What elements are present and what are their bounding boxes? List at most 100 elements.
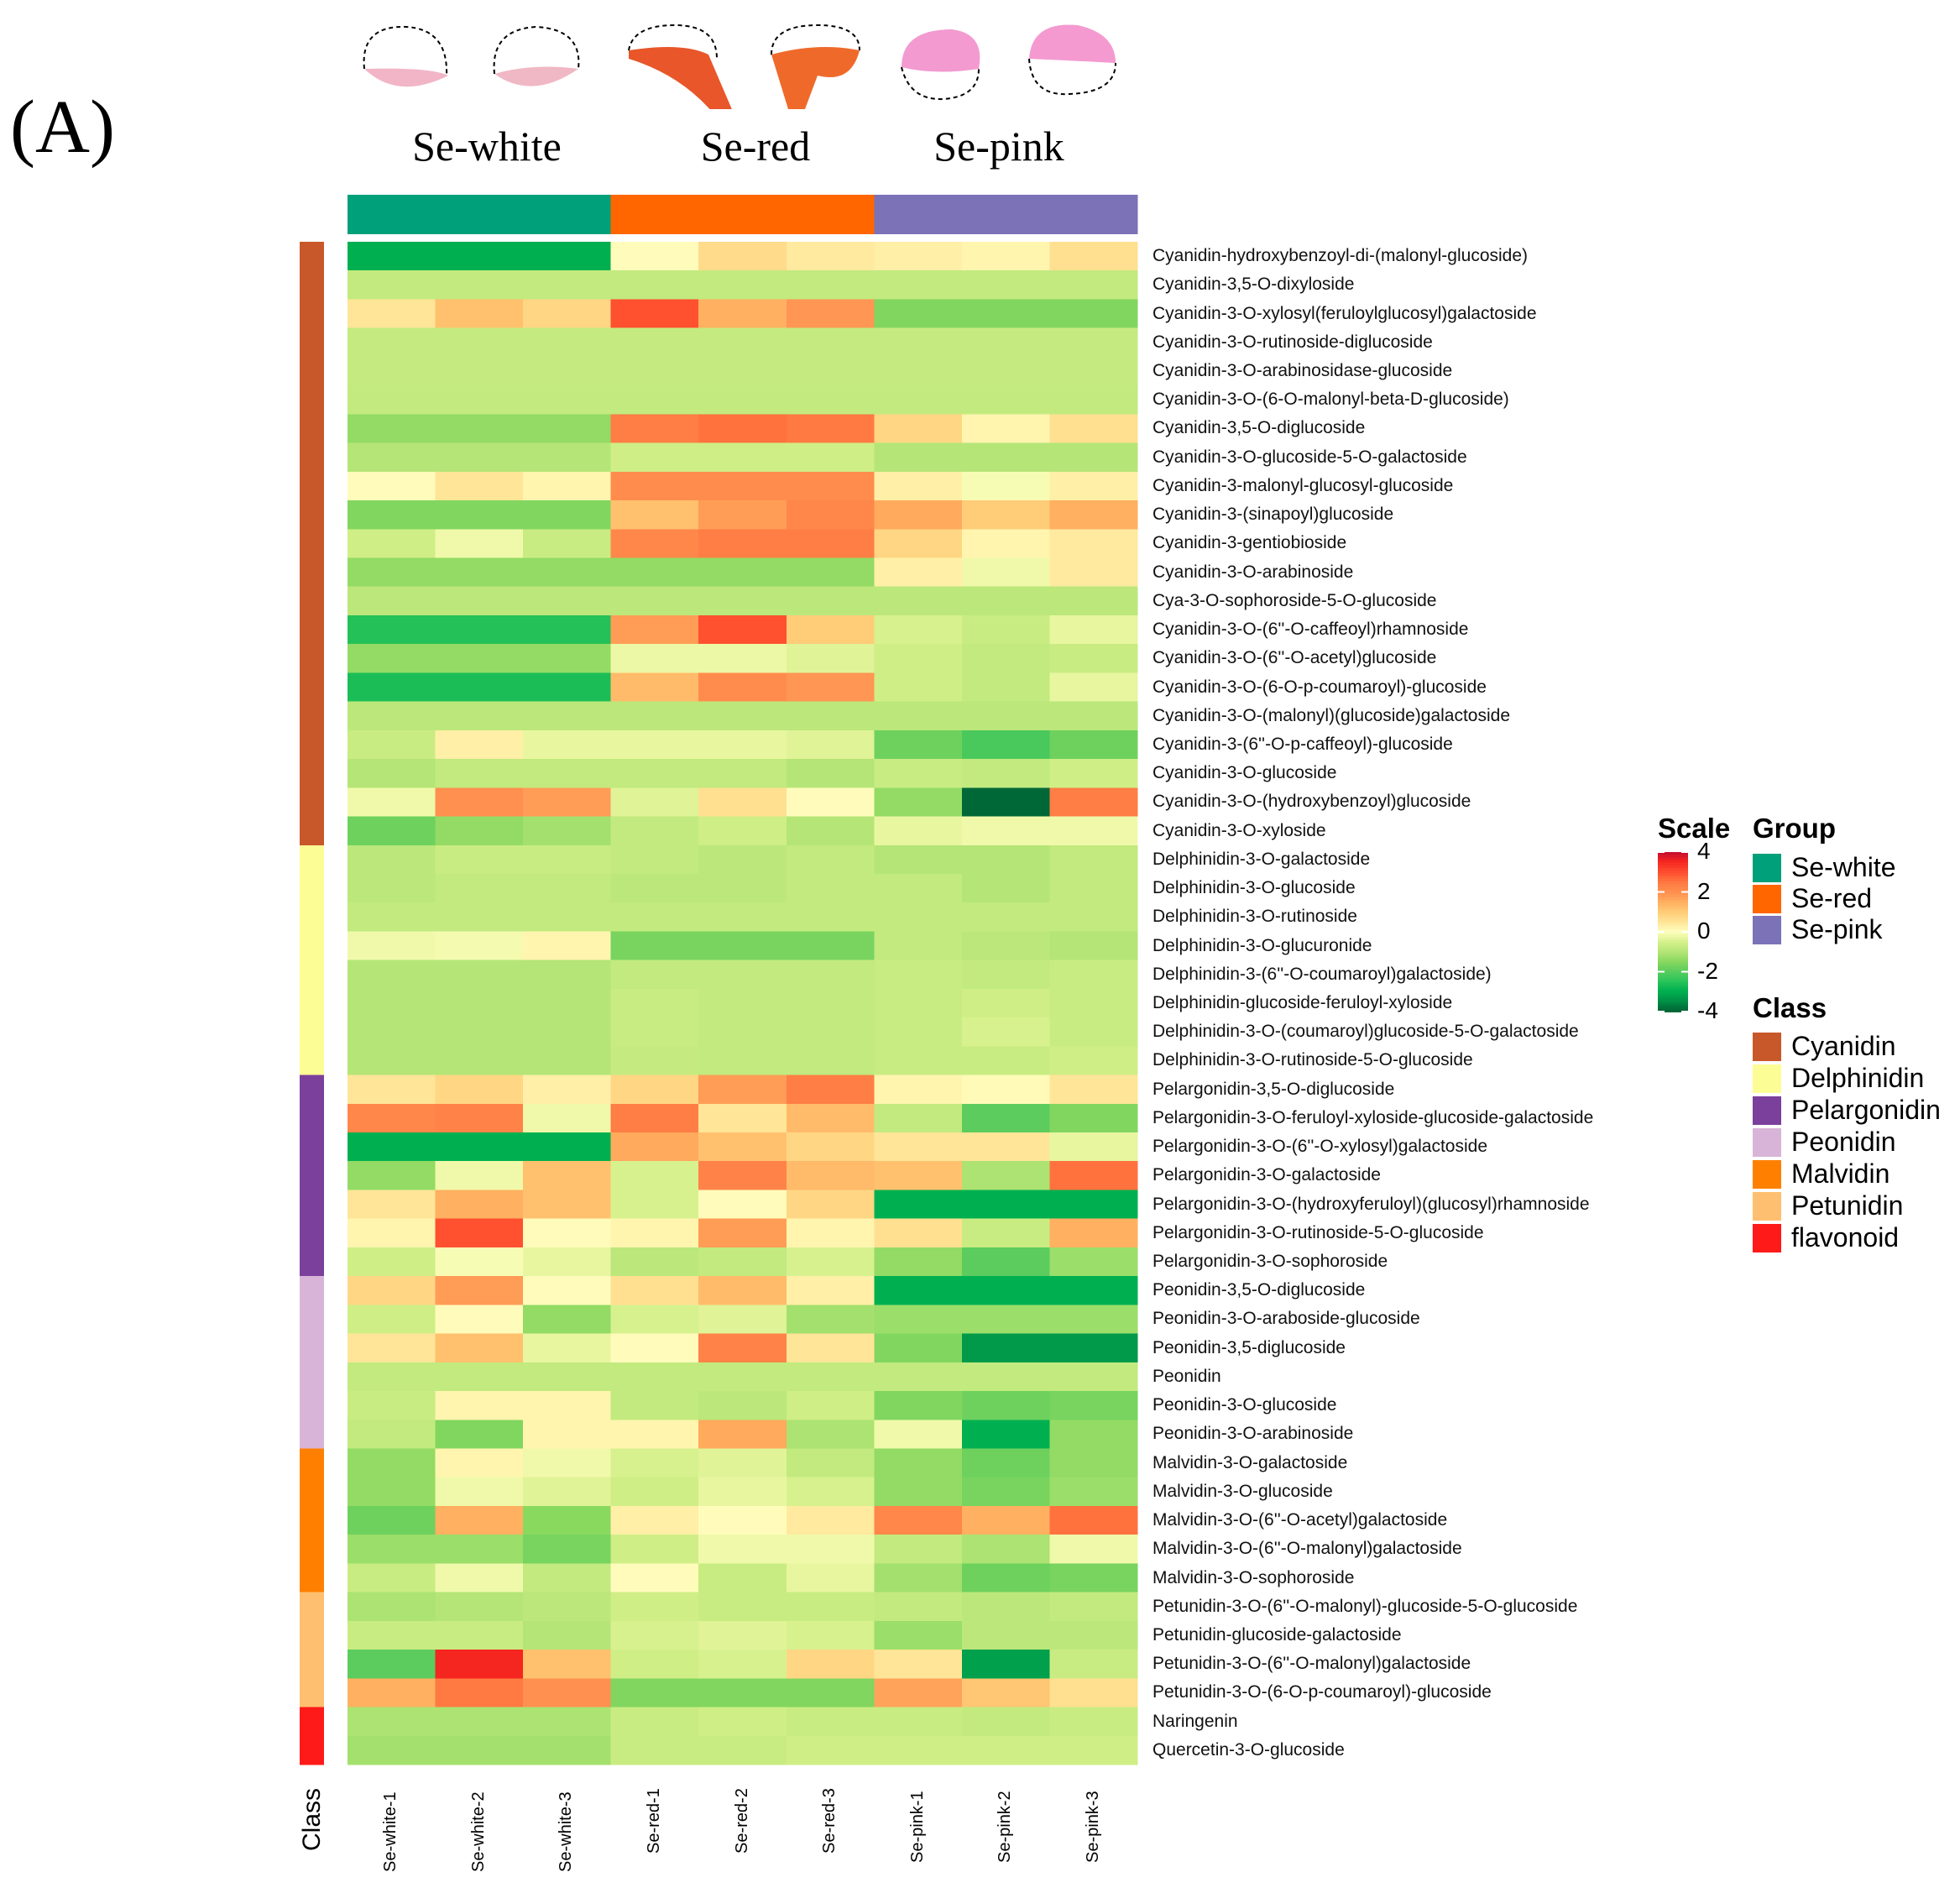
class-legend-item: Malvidin — [1753, 1158, 1889, 1190]
heatmap-cell — [348, 1420, 436, 1450]
heatmap-cell — [698, 1276, 787, 1305]
row-label: Cyanidin-3-O-(6-O-malonyl-beta-D-glucosi… — [1152, 390, 1509, 410]
heatmap-cell — [610, 787, 699, 818]
heatmap-cell — [1049, 1592, 1138, 1622]
heatmap-cell — [610, 672, 699, 703]
heatmap-cell — [610, 500, 699, 530]
heatmap-cell — [610, 1305, 699, 1335]
heatmap-cell — [435, 1563, 524, 1593]
scale-tick-label: -4 — [1697, 997, 1718, 1023]
legend-label: Malvidin — [1791, 1158, 1890, 1189]
heatmap-cell — [348, 1333, 436, 1363]
heatmap-cell — [1049, 1190, 1138, 1220]
class-bar-cell — [300, 1362, 324, 1392]
heatmap-cell — [786, 414, 875, 444]
heatmap-cell — [874, 845, 963, 875]
heatmap-cell — [698, 787, 787, 818]
heatmap-cell — [523, 787, 612, 818]
heatmap-cell — [961, 327, 1050, 358]
heatmap-cell — [874, 1333, 963, 1363]
heatmap-cell — [348, 1190, 436, 1220]
row-label: Cyanidin-3-O-xyloside — [1152, 820, 1326, 840]
heatmap-cell — [610, 471, 699, 501]
scale-bar-segment — [1658, 1008, 1688, 1012]
class-bar-cell — [300, 873, 324, 903]
legend-swatch — [1753, 884, 1781, 913]
scale-bar-segment — [1658, 865, 1688, 869]
panel-label: (A) — [10, 86, 115, 169]
heatmap-cell — [610, 1218, 699, 1248]
row-label: Cyanidin-3-O-(6''-O-caffeoyl)rhamnoside — [1152, 620, 1469, 640]
heatmap-cell — [610, 1333, 699, 1363]
row-label: Pelargonidin-3-O-sophoroside — [1152, 1252, 1388, 1272]
heatmap-cell — [523, 1017, 612, 1047]
heatmap-cell — [1049, 729, 1138, 760]
heatmap-cell — [874, 1707, 963, 1737]
heatmap-cell — [523, 759, 612, 788]
scale-bar-segment — [1658, 902, 1688, 907]
heatmap-cell — [435, 1362, 524, 1392]
class-bar-cell — [300, 1448, 324, 1478]
heatmap-cell — [961, 1075, 1050, 1105]
class-bar-cell — [300, 644, 324, 673]
heatmap-cell — [698, 1420, 787, 1450]
legend-swatch — [1753, 1064, 1781, 1093]
heatmap-cell — [1049, 931, 1138, 961]
heatmap-cell — [961, 1305, 1050, 1335]
heatmap-cell — [698, 1247, 787, 1277]
heatmap-cell — [961, 1276, 1050, 1305]
heatmap-cell — [874, 1420, 963, 1450]
class-bar-cell — [300, 759, 324, 788]
heatmap-cell — [610, 1362, 699, 1392]
heatmap-cell — [786, 960, 875, 990]
heatmap-cell — [961, 557, 1050, 588]
heatmap-cell — [786, 1075, 875, 1105]
heatmap-cell — [698, 1333, 787, 1363]
heatmap-cell — [786, 1247, 875, 1277]
heatmap-cell — [786, 845, 875, 875]
heatmap-cell — [348, 902, 436, 932]
group-bar-cell — [435, 195, 524, 234]
heatmap-cell — [698, 729, 787, 760]
heatmap-cell — [348, 471, 436, 501]
row-label: Quercetin-3-O-glucoside — [1152, 1739, 1345, 1760]
heatmap-cell — [698, 988, 787, 1018]
heatmap-cell — [523, 1046, 612, 1076]
heatmap-cell — [874, 414, 963, 444]
legend-swatch — [1753, 1127, 1781, 1157]
heatmap-cell — [610, 816, 699, 846]
class-bar-cell — [300, 672, 324, 703]
scale-bar-segment — [1658, 916, 1688, 919]
heatmap-cell — [874, 1563, 963, 1593]
heatmap-cell — [610, 1103, 699, 1133]
scale-bar-segment — [1658, 1006, 1688, 1010]
heatmap-cell — [786, 988, 875, 1018]
class-axis-label: Class — [298, 1787, 326, 1851]
heatmap-cell — [435, 442, 524, 473]
heatmap-cell — [786, 1362, 875, 1392]
heatmap-cell — [786, 1333, 875, 1363]
heatmap-cell — [348, 1075, 436, 1105]
heatmap-cell — [435, 299, 524, 329]
heatmap-cell — [348, 242, 436, 271]
row-label: Naringenin — [1152, 1711, 1238, 1731]
class-bar-cell — [300, 729, 324, 760]
row-label: Petunidin-3-O-(6''-O-malonyl)-glucoside-… — [1152, 1596, 1578, 1616]
heatmap-cell — [786, 442, 875, 473]
heatmap-cell — [786, 471, 875, 501]
heatmap-cell — [610, 1592, 699, 1622]
scale-bar-segment — [1658, 857, 1688, 861]
class-bar-cell — [300, 1190, 324, 1220]
scale-bar-segment — [1658, 934, 1688, 939]
heatmap-cell — [698, 1362, 787, 1392]
heatmap-cell — [435, 1391, 524, 1420]
scale-tick-label: -2 — [1697, 957, 1718, 984]
class-legend-title: Class — [1753, 992, 1827, 1023]
class-bar-cell — [300, 270, 324, 300]
heatmap-cell — [1049, 644, 1138, 673]
heatmap-cell — [610, 1420, 699, 1450]
row-label: Malvidin-3-O-(6''-O-malonyl)galactoside — [1152, 1539, 1462, 1559]
scale-tick-label: 2 — [1697, 877, 1711, 904]
heatmap-cell — [961, 1563, 1050, 1593]
heatmap-cell — [435, 356, 524, 386]
